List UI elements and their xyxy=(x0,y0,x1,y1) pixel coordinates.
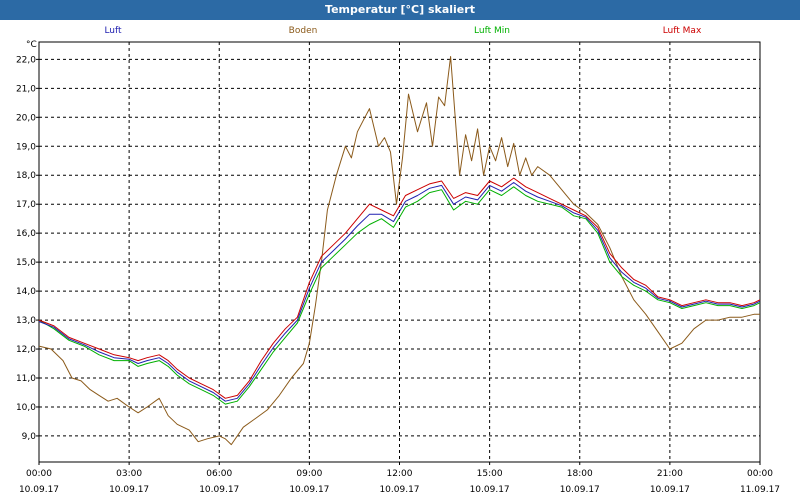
x-tick-time: 06:00 xyxy=(206,469,232,479)
series-line-luft-max xyxy=(38,177,761,399)
y-axis-ticks: 9,0 10,0 11,0 12,0 13,0 14,0 15,0 16,0 17,0 18,0 1… xyxy=(16,55,39,442)
x-tick-time: 15:00 xyxy=(477,469,503,479)
legend: Luft Boden Luft Min Luft Max xyxy=(104,26,702,36)
series-line-luft xyxy=(38,182,761,402)
x-tick-date: 10.09.17 xyxy=(199,485,239,495)
y-tick-label: 21,0 xyxy=(16,84,36,94)
x-tick-time: 00:00 xyxy=(26,469,52,479)
y-tick-label: 16,0 xyxy=(16,229,36,239)
x-tick-time: 09:00 xyxy=(296,469,322,479)
legend-item-luft-min: Luft Min xyxy=(474,26,510,36)
y-tick-label: 11,0 xyxy=(16,374,36,384)
legend-item-luft: Luft xyxy=(104,26,122,36)
x-tick-date: 10.09.17 xyxy=(19,485,59,495)
x-axis-ticks: 00:00 10.09.17 03:00 10.09.17 06:00 10.09.17 0… xyxy=(19,462,780,495)
y-tick-label: 12,0 xyxy=(16,345,36,355)
x-tick-date: 10.09.17 xyxy=(379,485,419,495)
y-tick-label: 20,0 xyxy=(16,113,36,123)
temperature-chart: °C Luft Boden Luft Min Luft Max 9,0 10,0 11,0… xyxy=(16,26,780,495)
x-tick-time: 03:00 xyxy=(116,469,142,479)
y-tick-label: 19,0 xyxy=(16,142,36,152)
x-tick-time: 00:00 xyxy=(747,469,773,479)
x-tick-date: 10.09.17 xyxy=(560,485,600,495)
x-tick-time: 21:00 xyxy=(657,469,683,479)
y-tick-label: 18,0 xyxy=(16,171,36,181)
y-tick-label: 15,0 xyxy=(16,258,36,268)
x-tick-date: 10.09.17 xyxy=(289,485,329,495)
x-tick-date: 10.09.17 xyxy=(470,485,510,495)
x-tick-date: 10.09.17 xyxy=(109,485,149,495)
legend-item-boden: Boden xyxy=(289,26,318,36)
y-tick-label: 17,0 xyxy=(16,200,36,210)
series-line-boden xyxy=(38,56,760,446)
x-tick-time: 12:00 xyxy=(387,469,413,479)
series-lines xyxy=(38,56,761,446)
y-tick-label: 14,0 xyxy=(16,287,36,297)
y-tick-label: 13,0 xyxy=(16,316,36,326)
x-tick-time: 18:00 xyxy=(567,469,593,479)
series-line-luft-min xyxy=(38,186,761,405)
grid xyxy=(39,42,760,462)
y-tick-label: 22,0 xyxy=(16,55,36,65)
x-tick-date: 10.09.17 xyxy=(650,485,690,495)
y-tick-label: 10,0 xyxy=(16,403,36,413)
x-tick-date: 11.09.17 xyxy=(740,485,780,495)
legend-item-luft-max: Luft Max xyxy=(663,26,702,36)
y-axis-label: °C xyxy=(26,40,37,50)
window-title: Temperatur [°C] skaliert xyxy=(0,0,800,20)
y-tick-label: 9,0 xyxy=(22,432,37,442)
